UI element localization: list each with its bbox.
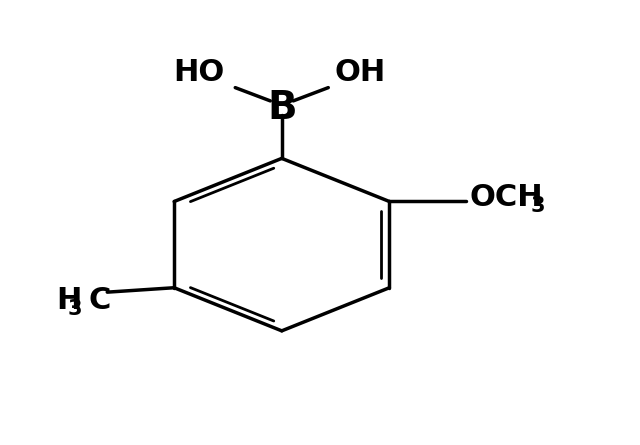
Text: B: B [267,89,296,126]
Text: H: H [56,287,82,316]
Text: 3: 3 [530,196,545,216]
Text: OCH: OCH [469,183,543,212]
Text: C: C [88,287,111,316]
Text: OH: OH [335,58,386,87]
Text: HO: HO [173,58,225,87]
Text: 3: 3 [67,299,82,319]
